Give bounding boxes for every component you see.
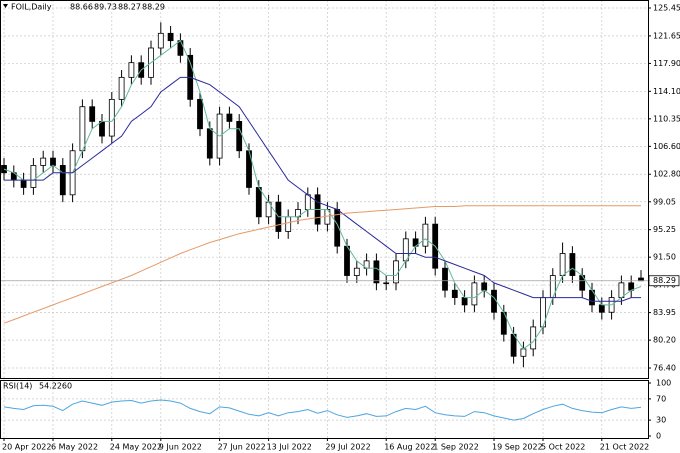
price-tag-box (648, 275, 680, 287)
candle-body (471, 282, 478, 306)
candle-body (50, 157, 56, 166)
candle-body (30, 165, 37, 188)
header-high: 89.73 (94, 3, 117, 12)
rsi-value: 54.2260 (39, 382, 72, 391)
candle-body (422, 223, 429, 247)
y-tick-label: 117.90 (653, 59, 680, 68)
candle-body (226, 113, 233, 122)
x-tick-label: 16 Aug 2022 (384, 443, 435, 452)
rsi-tick-label: 30 (656, 416, 666, 425)
price-frame (0, 0, 649, 379)
candle-body (255, 187, 262, 218)
rsi-line (3, 399, 642, 421)
x-tick-label: 29 Jul 2022 (325, 443, 370, 452)
price-tag: 88.29 (653, 276, 676, 285)
y-tick-label: 76.40 (653, 364, 676, 373)
candle-body (442, 267, 448, 291)
x-tick-label: 9 Jun 2022 (159, 443, 202, 452)
grid (0, 0, 648, 438)
candle-body (598, 304, 605, 313)
y-tick-label: 106.60 (653, 142, 680, 151)
y-tick-label: 102.80 (653, 170, 680, 179)
candle-body (520, 348, 527, 357)
candle-body (89, 106, 96, 122)
candle-body (157, 32, 164, 49)
header-symbol: FOIL,Daily (11, 3, 52, 12)
candle-body (618, 282, 625, 298)
rsi-tick-label: 70 (656, 394, 666, 403)
rsi-title: RSI(14) (3, 382, 32, 391)
y-tick-label: 83.95 (653, 308, 676, 317)
candle-body (99, 121, 105, 137)
candle-body (79, 106, 86, 152)
y-tick-label: 114.10 (653, 87, 680, 96)
candle-body (569, 253, 576, 276)
x-tick-label: 6 May 2022 (51, 443, 98, 452)
candle-body (393, 260, 399, 284)
y-tick-label: 110.35 (653, 114, 680, 123)
candle-body (353, 267, 360, 276)
candle-body (236, 121, 243, 152)
y-tick-label: 91.50 (653, 253, 676, 262)
x-tick-label: 13 Jul 2022 (267, 443, 312, 452)
candle-body (59, 165, 66, 196)
candle-body (20, 179, 27, 188)
candle-body (638, 277, 644, 282)
x-tick-label: 1 Sep 2022 (433, 443, 479, 452)
x-tick-label: 5 Oct 2022 (541, 443, 585, 452)
candle-body (197, 98, 203, 130)
candle-body (108, 98, 115, 137)
rsi-frame (0, 380, 649, 439)
plot (0, 22, 648, 421)
candle-body (530, 326, 537, 350)
x-tick-label: 21 Oct 2022 (600, 443, 649, 452)
header-low: 88.27 (118, 3, 141, 12)
candle-body (481, 282, 488, 291)
candle-body (304, 194, 311, 210)
candle-body (559, 253, 566, 276)
candle-body (128, 62, 135, 78)
moving-average (3, 205, 641, 324)
rsi-tick-label: 100 (656, 379, 671, 388)
y-tick-label: 80.20 (653, 336, 676, 345)
y-tick-label: 125.45 (653, 4, 680, 13)
candle-body (383, 282, 390, 285)
x-tick-label: 27 Jun 2022 (218, 443, 266, 452)
header-close: 88.29 (142, 3, 165, 12)
candle-body (451, 289, 458, 298)
rsi-tick-label: 0 (656, 432, 661, 441)
x-tick-label: 20 Apr 2022 (2, 443, 51, 452)
candle-body (344, 245, 350, 276)
header-open: 88.66 (70, 3, 93, 12)
candle-body (461, 297, 468, 306)
candle-body (206, 128, 213, 159)
x-tick-label: 19 Sep 2022 (492, 443, 543, 452)
y-tick-label: 95.25 (653, 225, 676, 234)
candle-body (491, 289, 497, 313)
moving-average (4, 76, 641, 302)
x-tick-label: 24 May 2022 (110, 443, 162, 452)
moving-average (3, 39, 642, 350)
y-tick-label: 99.05 (653, 197, 676, 206)
y-tick-label: 121.65 (653, 31, 680, 40)
candle-body (285, 216, 292, 232)
candle-body (373, 260, 380, 284)
candle-body (167, 32, 174, 42)
candle-body (40, 157, 47, 166)
candle-body (118, 76, 125, 100)
header-icon (3, 4, 8, 8)
candle-body (177, 40, 184, 56)
